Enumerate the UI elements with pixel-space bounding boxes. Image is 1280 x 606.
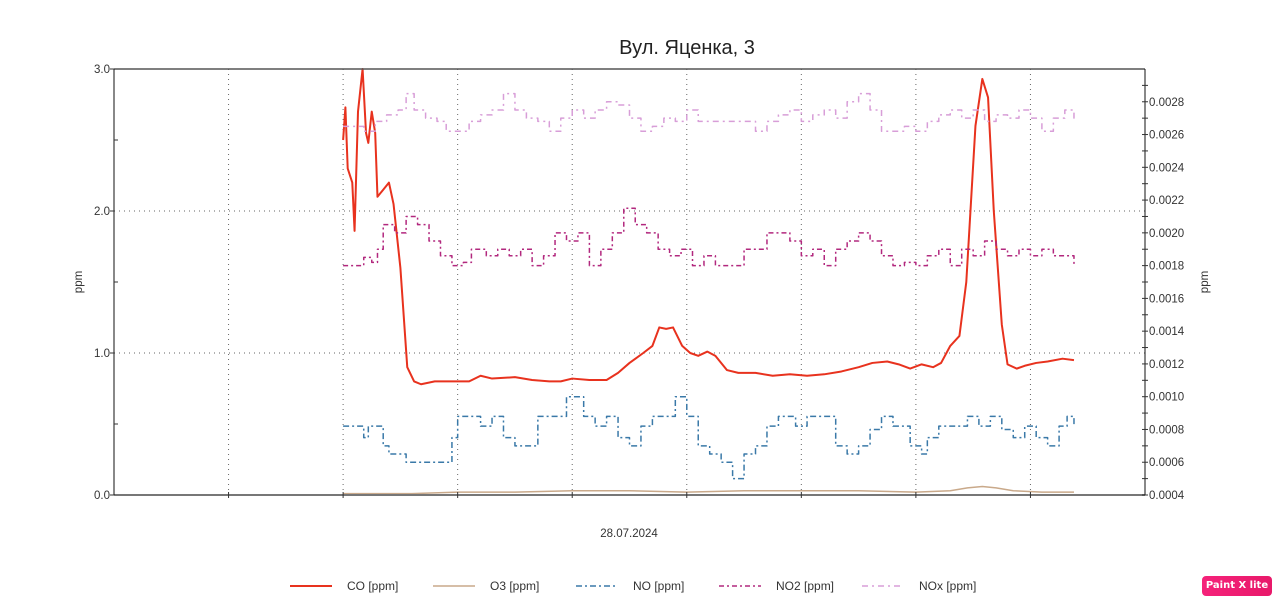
y-tick-label: 1.0 [94,348,110,360]
y-tick-label: 2.0 [94,206,110,218]
x-axis-label: 28.07.2024 [600,528,658,540]
series-line-no2 [343,207,1075,267]
y2-tick-label: 0.0022 [1149,195,1184,207]
y2-tick-label: 0.0012 [1149,359,1184,371]
y-axis-label: ppm [73,271,85,293]
legend-label: CO [ppm] [347,579,398,593]
y2-tick-label: 0.0016 [1149,293,1184,305]
series-group [342,68,1075,495]
legend: CO [ppm] O3 [ppm] NO [ppm] NO2 [ppm] NOx [pp… [290,579,976,593]
y2-tick-label: 0.0010 [1149,392,1184,404]
y2-axis-label: ppm [1199,271,1211,293]
y2-tick-label: 0.0028 [1149,97,1184,109]
legend-label: NOx [ppm] [919,579,976,593]
grid [114,69,1145,495]
y2-tick-label: 0.0004 [1149,490,1185,502]
legend-label: NO [ppm] [633,579,684,593]
y-tick-label: 3.0 [94,64,110,76]
series-line-no [343,395,1075,480]
y2-tick-label: 0.0026 [1149,130,1184,142]
y2-tick-label: 0.0024 [1149,162,1185,174]
y2-tick-label: 0.0008 [1149,424,1184,436]
y2-tick-label: 0.0006 [1149,457,1184,469]
legend-label: O3 [ppm] [490,579,539,593]
y2-tick-label: 0.0020 [1149,228,1184,240]
y2-tick-label: 0.0018 [1149,261,1184,273]
chart-title: Вул. Яценка, 3 [619,37,755,59]
watermark-badge: Paint X lite [1202,576,1272,596]
y2-tick-label: 0.0014 [1149,326,1185,338]
series-line-nox [343,92,1075,133]
axes: 0.0 1.0 2.0 3.0 0.0004 0.0006 0.0008 0.0010 0.00… [94,64,1185,502]
legend-label: NO2 [ppm] [776,579,834,593]
series-line-o3 [343,485,1074,495]
y-tick-label: 0.0 [94,490,110,502]
series-line-co [342,68,1075,386]
